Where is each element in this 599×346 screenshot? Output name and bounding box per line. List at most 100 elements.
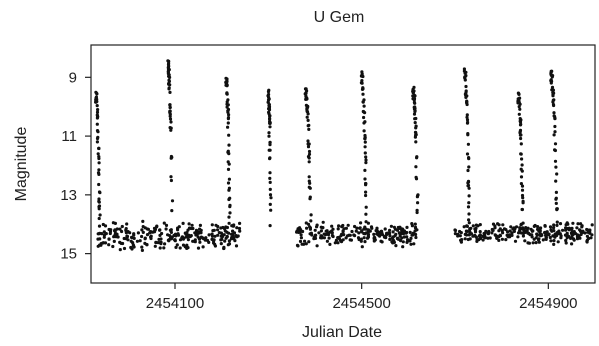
data-point <box>97 161 101 165</box>
data-point <box>478 230 482 234</box>
data-point <box>333 241 337 245</box>
data-point <box>415 210 419 215</box>
y-tick-label: 9 <box>69 69 77 86</box>
data-point <box>268 176 272 180</box>
data-point <box>126 230 130 234</box>
data-point <box>226 109 230 113</box>
data-point <box>309 231 313 235</box>
data-point <box>359 237 363 241</box>
data-point <box>346 223 350 227</box>
data-point <box>570 226 574 230</box>
data-point <box>227 215 231 219</box>
data-point <box>339 234 343 238</box>
data-point <box>307 160 311 164</box>
data-point <box>345 234 350 238</box>
data-point <box>167 61 171 65</box>
data-point <box>501 231 505 235</box>
data-point <box>405 225 409 229</box>
data-point <box>230 224 234 228</box>
data-point <box>587 236 591 241</box>
data-point <box>97 155 101 159</box>
data-point <box>211 229 215 233</box>
data-point <box>554 233 558 237</box>
data-point <box>554 201 558 205</box>
data-point <box>224 76 228 80</box>
data-point <box>362 115 366 120</box>
data-point <box>170 209 174 213</box>
data-point <box>523 239 527 243</box>
data-point <box>535 233 540 237</box>
data-point <box>575 226 579 230</box>
data-point <box>141 230 145 234</box>
data-point <box>364 181 368 186</box>
data-point <box>414 133 418 137</box>
data-point <box>490 231 494 235</box>
data-point <box>519 136 523 141</box>
data-point <box>561 228 565 232</box>
data-point <box>97 232 101 236</box>
data-point <box>331 227 335 231</box>
data-point <box>267 106 271 110</box>
data-point <box>517 92 521 96</box>
data-point <box>550 229 554 233</box>
x-tick-label: 2454500 <box>332 295 390 312</box>
data-point <box>539 226 543 230</box>
data-point <box>497 229 501 233</box>
data-point <box>266 90 271 94</box>
data-point <box>555 220 559 224</box>
data-point <box>363 133 367 138</box>
x-axis-label: Julian Date <box>302 324 382 341</box>
data-point <box>119 241 123 245</box>
data-point <box>467 186 471 190</box>
data-point <box>563 233 568 237</box>
data-point <box>140 234 144 239</box>
data-point <box>308 197 312 201</box>
data-point <box>402 235 407 239</box>
data-point <box>145 233 150 237</box>
data-point <box>398 232 402 236</box>
data-point <box>520 207 524 212</box>
data-point <box>530 233 534 237</box>
data-point <box>96 152 100 156</box>
data-point <box>298 226 302 230</box>
data-point <box>466 183 471 188</box>
data-point <box>412 242 416 246</box>
data-point <box>299 233 303 237</box>
data-point <box>360 245 364 249</box>
data-point <box>464 70 468 74</box>
data-point <box>518 226 522 230</box>
data-point <box>169 154 173 159</box>
data-point <box>565 221 569 225</box>
data-point <box>363 140 367 144</box>
data-point <box>140 245 144 249</box>
data-point <box>364 161 368 165</box>
data-point <box>102 230 106 234</box>
data-point <box>362 121 366 125</box>
data-point <box>453 232 457 236</box>
data-point <box>520 163 524 167</box>
data-point <box>398 225 402 229</box>
data-point <box>533 223 537 228</box>
data-point <box>234 244 239 248</box>
data-point <box>413 121 417 125</box>
data-point <box>519 175 524 179</box>
data-point <box>305 226 309 230</box>
data-point <box>212 238 216 242</box>
data-point <box>210 223 214 227</box>
data-point <box>460 238 464 242</box>
data-point <box>101 241 105 245</box>
data-point <box>304 242 308 246</box>
data-point <box>394 232 398 236</box>
data-point <box>226 167 231 171</box>
data-point <box>228 211 232 215</box>
data-point <box>227 113 231 117</box>
data-point <box>305 106 309 110</box>
data-point <box>164 227 168 231</box>
data-point <box>174 234 178 238</box>
data-point <box>392 225 396 229</box>
data-point <box>571 221 575 225</box>
data-point <box>236 234 240 238</box>
data-point <box>353 224 357 229</box>
data-point <box>132 232 136 236</box>
